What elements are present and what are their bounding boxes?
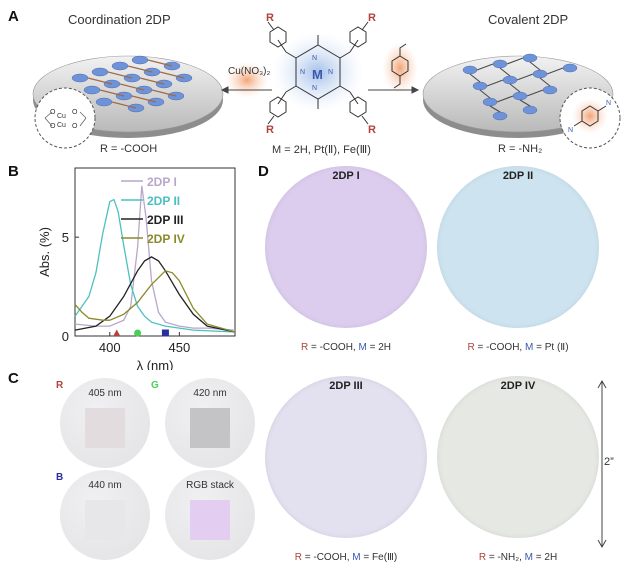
film-photo-disk bbox=[265, 376, 427, 538]
rgb-channel-label: R bbox=[56, 380, 64, 391]
svg-text:N: N bbox=[312, 55, 317, 62]
filtered-film-square bbox=[85, 408, 125, 448]
series-line-2dp-ii bbox=[74, 198, 236, 333]
r-group-top-left: R bbox=[266, 12, 274, 24]
film-composition-caption: R = -COOH, M = 2H bbox=[300, 342, 392, 353]
film-title: 2DP II bbox=[502, 170, 534, 182]
series-line-2dp-iv bbox=[74, 270, 236, 333]
filtered-film-square bbox=[190, 408, 230, 448]
film-composition-caption: R = -COOH, M = Fe(Ⅲ) bbox=[294, 552, 398, 563]
wavelength-marker-circle bbox=[134, 329, 142, 337]
cu-reagent-glow bbox=[225, 62, 269, 98]
plot-frame bbox=[74, 167, 236, 337]
scale-bar-label: 2” bbox=[604, 456, 614, 468]
x-axis-label: λ (nm) bbox=[137, 358, 174, 370]
imine-linker-zoom: NN bbox=[559, 87, 621, 149]
svg-text:N: N bbox=[568, 127, 573, 134]
film-photo-disk bbox=[265, 166, 427, 328]
legend-label: 2DP I bbox=[147, 175, 177, 189]
film-photo-disk bbox=[437, 166, 599, 328]
series-line-2dp-i bbox=[74, 185, 236, 331]
cu-nitrate-reagent: Cu(NO₃)₂ bbox=[228, 66, 271, 77]
scale-bar bbox=[597, 379, 607, 549]
panel-letter-b: B bbox=[8, 163, 19, 180]
panel-letter-d: D bbox=[258, 163, 269, 180]
legend-label: 2DP III bbox=[147, 213, 183, 227]
coordination-2dp-title: Coordination 2DP bbox=[68, 12, 171, 27]
svg-text:Cu: Cu bbox=[57, 122, 66, 129]
legend-label: 2DP II bbox=[147, 194, 180, 208]
r-group-bottom-left: R bbox=[266, 124, 274, 136]
covalent-2dp-title: Covalent 2DP bbox=[488, 12, 569, 27]
rgb-channel-label: B bbox=[56, 472, 64, 483]
film-title: 2DP III bbox=[329, 380, 363, 392]
rgb-channel-label: G bbox=[151, 380, 159, 391]
absorbance-chart: 400 450 0 5 λ (nm) Abs. (%) 2DP I 2DP II 2DP III… bbox=[37, 167, 236, 370]
terephthalaldehyde-structure bbox=[391, 43, 409, 89]
svg-text:Cu: Cu bbox=[57, 113, 66, 120]
y-tick-label: 5 bbox=[62, 230, 69, 245]
svg-text:O: O bbox=[50, 109, 56, 116]
coordination-r-caption: R = -COOH bbox=[100, 143, 158, 155]
r-group-bottom-right: R bbox=[368, 124, 376, 136]
filter-wavelength-label: RGB stack bbox=[186, 480, 234, 491]
metal-center-label: M bbox=[312, 67, 323, 82]
svg-text:O: O bbox=[72, 109, 78, 116]
metal-options-caption: M = 2H, Pt(Ⅱ), Fe(Ⅲ) bbox=[272, 144, 371, 156]
panel-letter-c: C bbox=[8, 370, 19, 387]
filter-wavelength-label: 405 nm bbox=[88, 388, 122, 399]
filter-wavelength-label: 440 nm bbox=[88, 480, 122, 491]
svg-text:O: O bbox=[72, 123, 78, 130]
series-line-2dp-iii bbox=[74, 256, 236, 333]
film-composition-caption: R = -NH₂, M = 2H bbox=[478, 552, 558, 563]
legend-label: 2DP IV bbox=[147, 232, 185, 246]
filter-wavelength-label: 420 nm bbox=[193, 388, 227, 399]
r-group-top-right: R bbox=[368, 12, 376, 24]
covalent-r-caption: R = -NH₂ bbox=[498, 143, 543, 155]
aldehyde-reagent-glow bbox=[382, 42, 418, 94]
filtered-film-square bbox=[85, 500, 125, 540]
reaction-arrows bbox=[220, 86, 420, 94]
svg-text:N: N bbox=[300, 69, 305, 76]
film-title: 2DP IV bbox=[500, 380, 536, 392]
wavelength-marker-square bbox=[161, 329, 169, 337]
filtered-film-square bbox=[190, 500, 230, 540]
panel-letter-a: A bbox=[8, 8, 19, 25]
svg-text:N: N bbox=[606, 100, 611, 107]
svg-text:N: N bbox=[328, 69, 333, 76]
x-tick-label: 400 bbox=[99, 340, 121, 355]
y-axis-label: Abs. (%) bbox=[37, 227, 52, 277]
film-title: 2DP I bbox=[332, 170, 360, 182]
film-composition-caption: R = -COOH, M = Pt (Ⅱ) bbox=[467, 342, 569, 353]
svg-text:O: O bbox=[50, 123, 56, 130]
x-tick-label: 450 bbox=[168, 340, 190, 355]
wavelength-marker-triangle bbox=[113, 329, 121, 336]
film-photo-disk bbox=[437, 376, 599, 538]
y-tick-label: 0 bbox=[62, 329, 69, 344]
svg-text:N: N bbox=[312, 85, 317, 92]
